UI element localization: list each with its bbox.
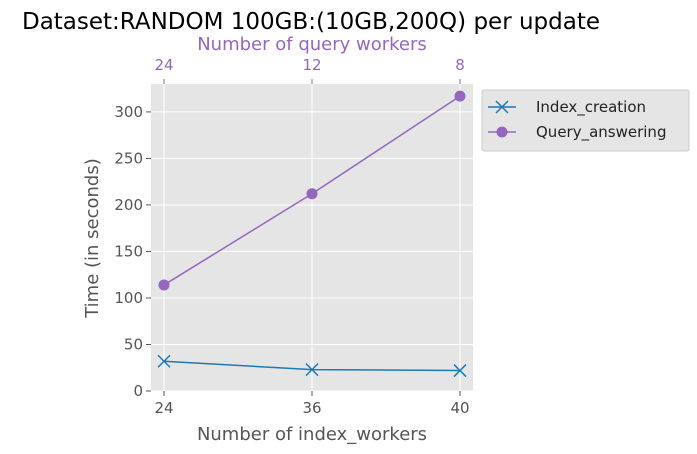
x-tick-label: 24 [154,399,173,417]
y-axis-ticks: 0 50 100 150 200 250 300 [114,103,151,400]
data-point-query-answering [454,90,466,102]
legend-label: Index_creation [536,98,646,117]
y-tick-label: 150 [114,242,143,260]
legend-box [481,89,690,152]
y-tick-label: 0 [133,382,143,400]
top-axis-ticks: 24 12 8 [154,56,465,84]
data-point-index-creation [157,354,171,368]
x-axis-ticks: 24 36 40 [154,391,470,417]
top-tick-label: 24 [154,56,173,74]
x-tick-label: 40 [450,399,469,417]
top-axis-title: Number of query workers [197,34,427,55]
y-axis-title: Time (in seconds) [82,158,103,319]
data-point-query-answering [306,188,318,200]
legend-label: Query_answering [536,123,666,142]
legend-marker [495,100,509,114]
x-axis-title: Number of index_workers [197,424,427,445]
y-tick-label: 50 [124,335,143,353]
data-point-index-creation [305,363,319,377]
y-tick-label: 100 [114,289,143,307]
data-point-query-answering [158,279,170,291]
data-point-index-creation [453,364,467,378]
series-layer [157,90,467,378]
y-tick-label: 300 [114,103,143,121]
top-tick-label: 8 [455,56,465,74]
legend-marker [496,126,508,138]
legend: Index_creation Query_answering [481,89,690,152]
x-tick-label: 36 [302,399,321,417]
top-tick-label: 12 [302,56,321,74]
y-tick-label: 250 [114,149,143,167]
chart-title: Dataset:RANDOM 100GB:(10GB,200Q) per upd… [22,9,600,35]
y-tick-label: 200 [114,196,143,214]
gridlines [151,84,473,392]
